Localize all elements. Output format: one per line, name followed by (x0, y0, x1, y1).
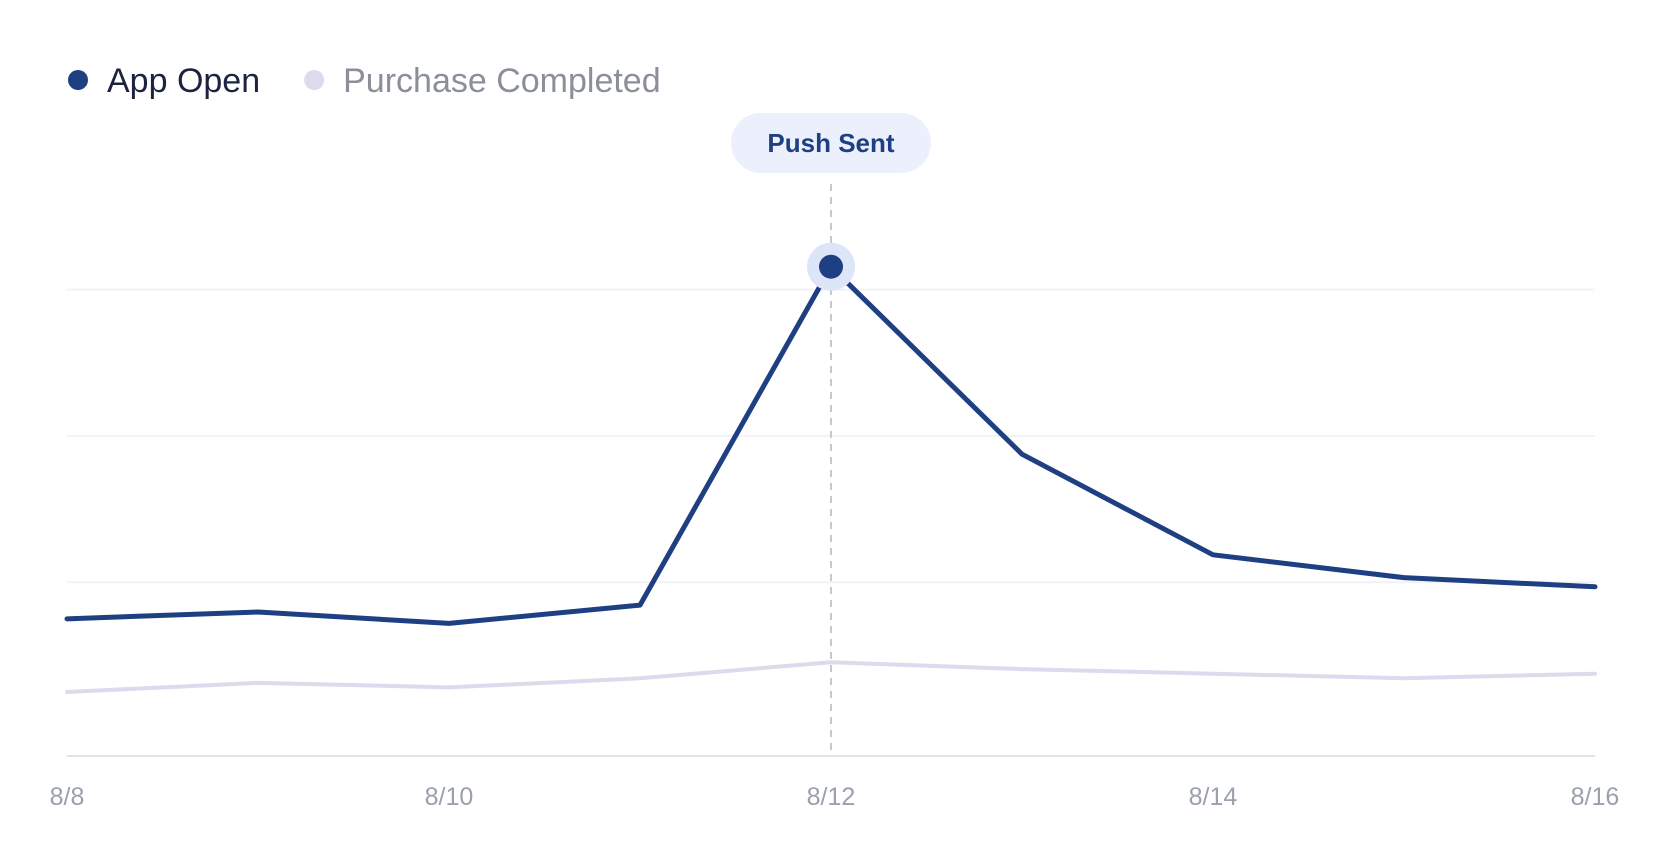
highlight-point (819, 254, 843, 279)
x-tick-label: 8/14 (1189, 783, 1238, 811)
legend-marker (304, 70, 325, 90)
legend-marker (68, 70, 88, 90)
legend-label: App Open (107, 62, 260, 100)
annotation-label: Push Sent (767, 128, 894, 158)
x-tick-label: 8/8 (50, 783, 85, 811)
series-line-purchase-completed (65, 660, 1597, 694)
annotation-pill (731, 113, 931, 173)
legend-label: Purchase Completed (343, 62, 661, 100)
x-tick-label: 8/16 (1571, 783, 1620, 811)
x-tick-label: 8/10 (425, 783, 474, 811)
x-tick-label: 8/12 (807, 783, 856, 811)
